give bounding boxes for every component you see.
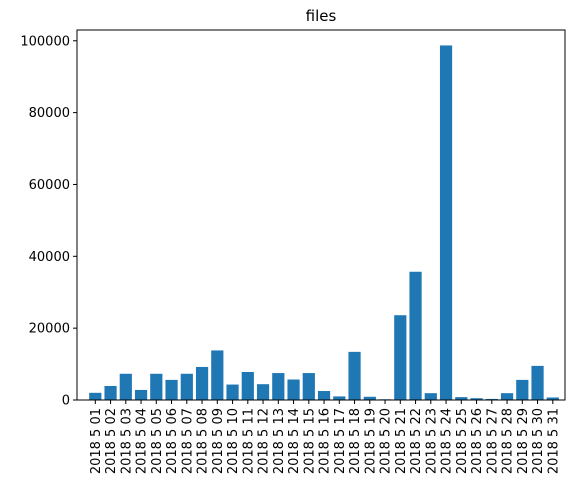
y-axis: 0 20000 40000 60000 80000 100000 xyxy=(20,34,77,409)
x-tick-label: 2018 5 23 xyxy=(424,408,439,474)
x-tick-label: 2018 5 06 xyxy=(165,408,180,474)
bar-2018-5-23 xyxy=(424,393,437,400)
x-tick-label: 2018 5 07 xyxy=(180,408,195,474)
x-tick-label: 2018 5 02 xyxy=(104,408,119,474)
x-tick-label: 2018 5 18 xyxy=(348,408,363,474)
y-tick-label: 0 xyxy=(62,394,70,409)
bar-2018-5-05 xyxy=(150,373,163,400)
x-tick-label: 2018 5 20 xyxy=(379,408,394,474)
bar-2018-5-15 xyxy=(302,373,315,400)
bar-2018-5-12 xyxy=(256,384,270,400)
bar-2018-5-02 xyxy=(104,385,117,400)
x-tick-label: 2018 5 12 xyxy=(257,408,272,474)
x-tick-label: 2018 5 22 xyxy=(409,408,424,474)
bar-2018-5-13 xyxy=(272,373,285,400)
bar-2018-5-22 xyxy=(409,271,422,400)
bar-2018-5-09 xyxy=(211,350,224,400)
x-tick-label: 2018 5 05 xyxy=(150,408,165,474)
bar-2018-5-17 xyxy=(333,396,346,400)
x-tick-label: 2018 5 16 xyxy=(318,408,333,474)
x-tick-label: 2018 5 25 xyxy=(455,408,470,474)
x-tick-label: 2018 5 31 xyxy=(546,408,561,474)
bars-group xyxy=(89,45,559,400)
bar-2018-5-26 xyxy=(470,398,483,400)
bar-2018-5-18 xyxy=(348,351,361,400)
bar-2018-5-10 xyxy=(226,384,239,400)
chart-title: files xyxy=(306,7,337,25)
x-tick-label: 2018 5 29 xyxy=(516,408,531,474)
bar-2018-5-29 xyxy=(516,379,529,400)
x-tick-label: 2018 5 24 xyxy=(440,408,455,474)
y-tick-label: 80000 xyxy=(29,106,70,121)
plot-frame xyxy=(76,29,566,401)
bar-2018-5-28 xyxy=(500,393,514,400)
y-tick-label: 40000 xyxy=(29,250,70,265)
x-tick-label: 2018 5 15 xyxy=(302,408,317,474)
x-tick-label: 2018 5 21 xyxy=(394,408,409,474)
x-tick-label: 2018 5 26 xyxy=(470,408,485,474)
x-tick-label: 2018 5 19 xyxy=(363,408,378,474)
x-tick-label: 2018 5 03 xyxy=(119,408,134,474)
bar-2018-5-21 xyxy=(394,315,407,400)
x-tick-label: 2018 5 08 xyxy=(196,408,211,474)
bar-2018-5-04 xyxy=(134,389,148,400)
x-tick-label: 2018 5 13 xyxy=(272,408,287,474)
x-tick-label: 2018 5 14 xyxy=(287,408,302,474)
y-tick-label: 20000 xyxy=(29,322,70,337)
x-tick-label: 2018 5 28 xyxy=(501,408,516,474)
x-tick-label: 2018 5 09 xyxy=(211,408,226,474)
bar-2018-5-14 xyxy=(287,379,300,400)
bar-2018-5-07 xyxy=(180,373,193,400)
x-tick-label: 2018 5 17 xyxy=(333,408,348,474)
bar-2018-5-31 xyxy=(546,397,559,400)
y-tick-label: 100000 xyxy=(20,34,70,49)
x-tick-label: 2018 5 30 xyxy=(531,408,546,474)
bar-2018-5-30 xyxy=(531,365,544,400)
x-tick-label: 2018 5 27 xyxy=(485,408,500,474)
bar-2018-5-03 xyxy=(119,373,132,400)
bar-2018-5-08 xyxy=(195,366,209,400)
bar-2018-5-16 xyxy=(317,391,331,400)
x-tick-label: 2018 5 01 xyxy=(89,408,104,474)
bar-2018-5-19 xyxy=(363,396,376,400)
bar-2018-5-01 xyxy=(89,392,102,400)
x-tick-label: 2018 5 11 xyxy=(241,408,256,474)
x-tick-label: 2018 5 10 xyxy=(226,408,241,474)
x-axis: 2018 5 01 2018 5 02 2018 5 03 2018 5 04 2018… xyxy=(89,400,561,474)
bar-2018-5-25 xyxy=(455,397,468,400)
bar-2018-5-11 xyxy=(241,371,254,400)
bar-2018-5-06 xyxy=(165,379,178,400)
bar-2018-5-24 xyxy=(439,45,453,400)
y-tick-label: 60000 xyxy=(29,178,70,193)
x-tick-label: 2018 5 04 xyxy=(135,408,150,474)
bar-2018-5-27 xyxy=(485,398,498,400)
